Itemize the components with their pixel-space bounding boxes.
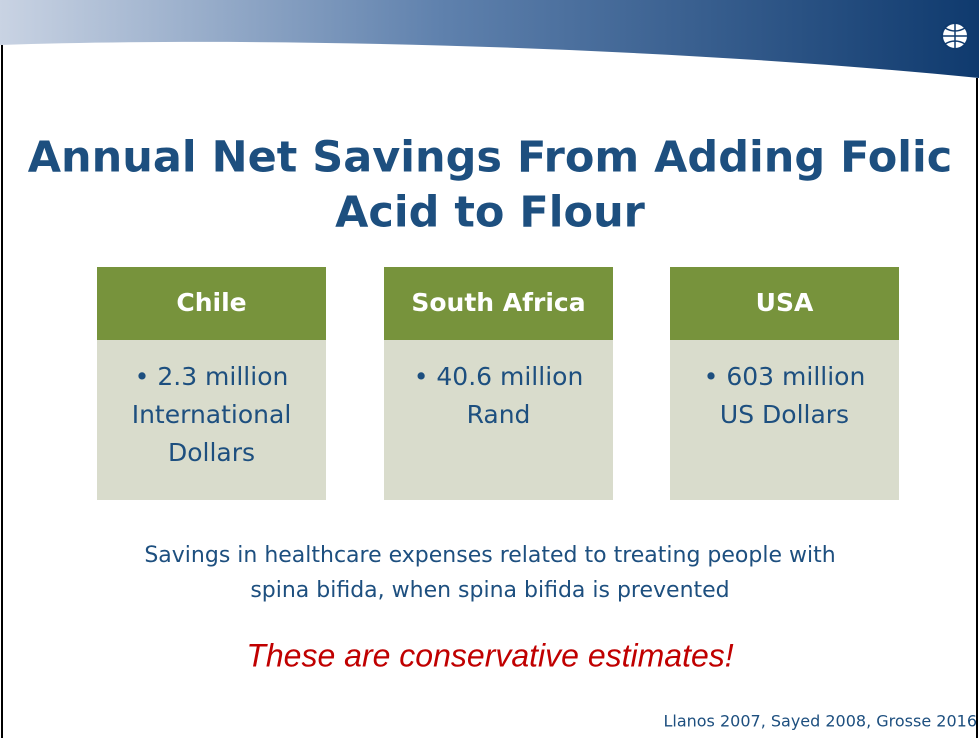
box-line: Rand	[467, 400, 531, 429]
box-line: US Dollars	[720, 400, 849, 429]
box-header-text: Chile	[176, 288, 246, 317]
header-band	[0, 0, 979, 78]
citation: Llanos 2007, Sayed 2008, Grosse 2016	[663, 712, 977, 731]
box-line: • 603 million	[704, 362, 866, 391]
box-header	[384, 267, 613, 340]
caption: spina bifida, when spina bifida is preve…	[250, 578, 729, 603]
logo	[941, 22, 969, 50]
box-header	[97, 267, 326, 340]
box-line: • 2.3 million	[135, 362, 289, 391]
slide-title: Annual Net Savings From Adding Folic	[28, 133, 952, 183]
box-line: Dollars	[168, 438, 255, 467]
box-header-text: USA	[756, 288, 814, 317]
box-line: International	[132, 400, 292, 429]
box-body	[97, 340, 326, 500]
box-header-text: South Africa	[411, 288, 585, 317]
caption: Savings in healthcare expenses related t…	[144, 543, 835, 568]
slide-title: Acid to Flour	[335, 188, 646, 238]
box-body	[670, 340, 899, 500]
box-line: • 40.6 million	[414, 362, 584, 391]
emphasis: These are conservative estimates!	[246, 637, 733, 673]
box-header	[670, 267, 899, 340]
box-body	[384, 340, 613, 500]
